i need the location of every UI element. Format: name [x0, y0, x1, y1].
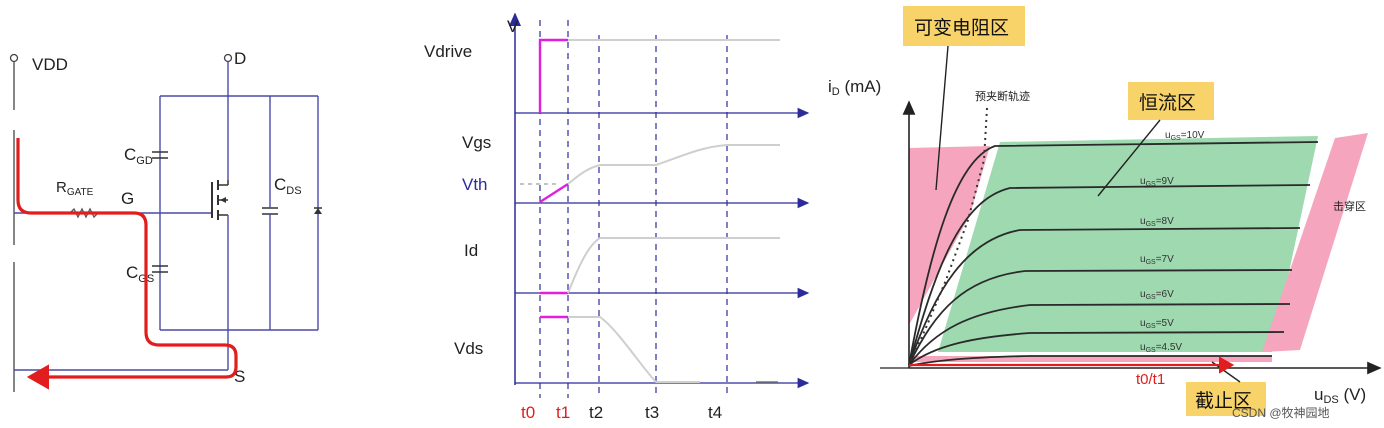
curve-label: uGS=9V — [1140, 176, 1174, 188]
breakdown-region — [1262, 133, 1368, 352]
vth-label: Vth — [462, 175, 488, 194]
source-label: S — [234, 367, 245, 386]
pinch-off-label: 预夹断轨迹 — [975, 89, 1030, 103]
cgs-label: CGS — [126, 263, 154, 285]
characteristic-curves — [908, 141, 1319, 367]
cgd-capacitor-icon — [152, 151, 168, 159]
curve-label: uGS=10V — [1165, 130, 1205, 142]
cds-capacitor-icon — [262, 96, 278, 330]
timing-panel: V Vdrive Vgs Vth Id Vds — [424, 12, 810, 422]
watermark: CSDN @牧神园地 — [1232, 406, 1330, 420]
variable-resistance-tag — [903, 6, 1025, 46]
curve-label: uGS=7V — [1140, 254, 1174, 266]
t4-label: t4 — [708, 403, 722, 422]
variable-resistance-region — [909, 146, 990, 325]
cgd-label: CGD — [124, 145, 153, 167]
id-axis-label: iD (mA) — [828, 77, 881, 98]
breakdown-label: 击穿区 — [1333, 199, 1366, 213]
drain-terminal-icon — [223, 53, 233, 63]
timing-axis-v-label: V — [507, 17, 519, 36]
constant-current-region — [938, 136, 1318, 352]
curve-label: uGS=4.5V — [1140, 342, 1182, 354]
t0t1-label: t0/t1 — [1136, 371, 1165, 388]
t2-label: t2 — [589, 403, 603, 422]
vdrive-waveform — [538, 38, 568, 113]
vdd-label: VDD — [32, 55, 68, 74]
vdrive-label: Vdrive — [424, 42, 472, 61]
cutoff-label: 截止区 — [1195, 390, 1252, 412]
cds-label: CDS — [274, 175, 302, 197]
cutoff-tag — [1186, 382, 1266, 416]
mosfet-icon — [211, 180, 229, 220]
curve-label: uGS=5V — [1140, 318, 1174, 330]
output-chart-panel: iD (mA) uDS (V) 预夹断轨迹 uGS=10V uGS=9V uGS… — [828, 6, 1382, 420]
drain-label: D — [234, 49, 246, 68]
vds-label: Vds — [454, 339, 483, 358]
t3-label: t3 — [645, 403, 659, 422]
constant-current-label: 恒流区 — [1139, 92, 1196, 114]
curve-label: uGS=6V — [1140, 289, 1174, 301]
vgs-label: Vgs — [462, 133, 491, 152]
t1-label: t1 — [556, 403, 570, 422]
cgs-capacitor-icon — [152, 265, 168, 273]
vgs-waveform — [539, 182, 569, 204]
variable-resistance-label: 可变电阻区 — [914, 17, 1009, 39]
rgate-label: RGATE — [56, 179, 94, 198]
circuit-panel: VDD RGATE G D — [9, 49, 322, 392]
id-label: Id — [464, 241, 478, 260]
t0-label: t0 — [521, 403, 535, 422]
curve-label: uGS=8V — [1140, 216, 1174, 228]
vdd-terminal-icon — [9, 53, 19, 63]
pinch-off-trajectory — [908, 107, 988, 366]
gate-label: G — [121, 189, 134, 208]
constant-current-tag — [1128, 82, 1214, 120]
uds-axis-label: uDS (V) — [1314, 385, 1366, 406]
body-diode-icon — [314, 207, 322, 214]
charge-path-arrow — [16, 138, 238, 390]
